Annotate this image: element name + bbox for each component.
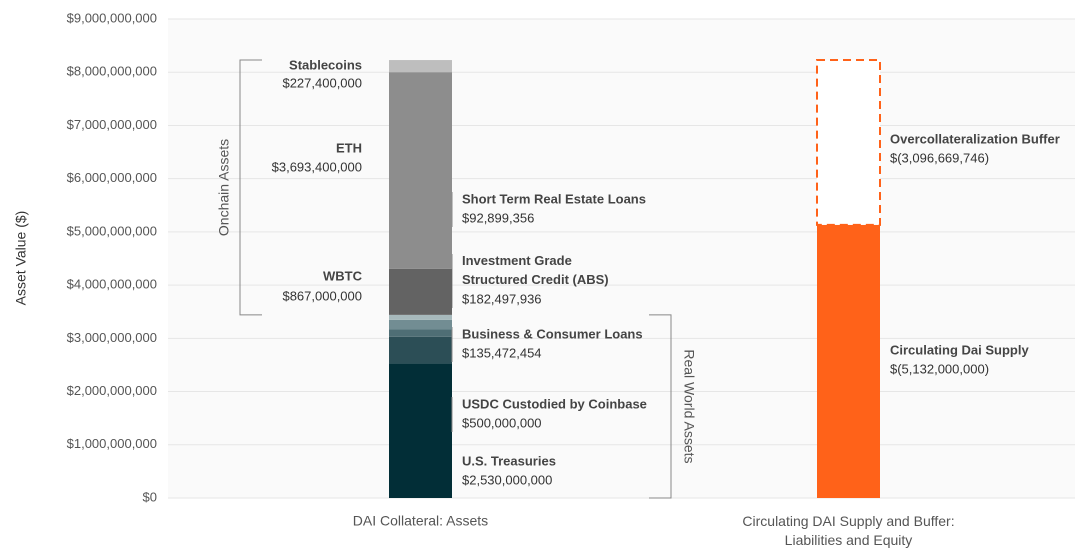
bar-segment xyxy=(389,314,452,320)
y-axis-label: Asset Value ($) xyxy=(13,211,29,306)
group-bracket xyxy=(239,59,262,316)
segment-name: Stablecoins xyxy=(289,57,362,72)
y-tick-label: $3,000,000,000 xyxy=(67,330,157,345)
y-tick-label: $2,000,000,000 xyxy=(67,383,157,398)
bar-segment xyxy=(389,336,452,364)
segment-name: Business & Consumer Loans xyxy=(462,326,643,341)
segment-name: USDC Custodied by Coinbase xyxy=(462,396,647,411)
y-tick-label: $4,000,000,000 xyxy=(67,277,157,292)
bar-segment xyxy=(817,224,880,498)
bar-segment xyxy=(389,60,452,73)
segment-name: Circulating Dai Supply xyxy=(890,342,1029,357)
x-tick-label: DAI Collateral: Assets xyxy=(353,513,488,529)
segment-name: Overcollateralization Buffer xyxy=(890,131,1060,146)
bar-segment xyxy=(389,319,452,330)
segment-value: $182,497,936 xyxy=(462,291,542,306)
segment-name: U.S. Treasuries xyxy=(462,453,556,468)
bar-segment xyxy=(389,329,452,337)
segment-value: $135,472,454 xyxy=(462,345,542,360)
segment-value: $3,693,400,000 xyxy=(272,159,362,174)
segment-name: WBTC xyxy=(323,268,363,283)
segment-value: $500,000,000 xyxy=(462,415,542,430)
group-label: Onchain Assets xyxy=(216,139,232,236)
segment-value: $227,400,000 xyxy=(282,75,362,90)
y-tick-label: $1,000,000,000 xyxy=(67,436,157,451)
segment-value: $92,899,356 xyxy=(462,210,534,225)
segment-name: ETH xyxy=(336,140,362,155)
x-tick-label: Circulating DAI Supply and Buffer: Liabil… xyxy=(742,513,954,548)
segment-name: Investment Grade Structured Credit (ABS) xyxy=(462,253,609,287)
segment-value: $(5,132,000,000) xyxy=(890,361,989,376)
bar-segment xyxy=(389,363,452,498)
segment-name: Short Term Real Estate Loans xyxy=(462,191,646,206)
bar-segment xyxy=(816,59,881,226)
y-tick-label: $8,000,000,000 xyxy=(67,64,157,79)
bar-segment xyxy=(389,268,452,315)
segment-value: $2,530,000,000 xyxy=(462,472,552,487)
segment-value: $867,000,000 xyxy=(282,288,362,303)
group-label: Real World Assets xyxy=(681,349,697,463)
y-tick-label: $5,000,000,000 xyxy=(67,223,157,238)
segment-value: $(3,096,669,746) xyxy=(890,150,989,165)
y-tick-label: $9,000,000,000 xyxy=(67,10,157,25)
y-tick-label: $6,000,000,000 xyxy=(67,170,157,185)
group-bracket xyxy=(649,314,672,499)
y-tick-label: $0 xyxy=(143,489,157,504)
y-tick-label: $7,000,000,000 xyxy=(67,117,157,132)
bar-segment xyxy=(389,72,452,269)
plot-area xyxy=(168,19,1075,498)
